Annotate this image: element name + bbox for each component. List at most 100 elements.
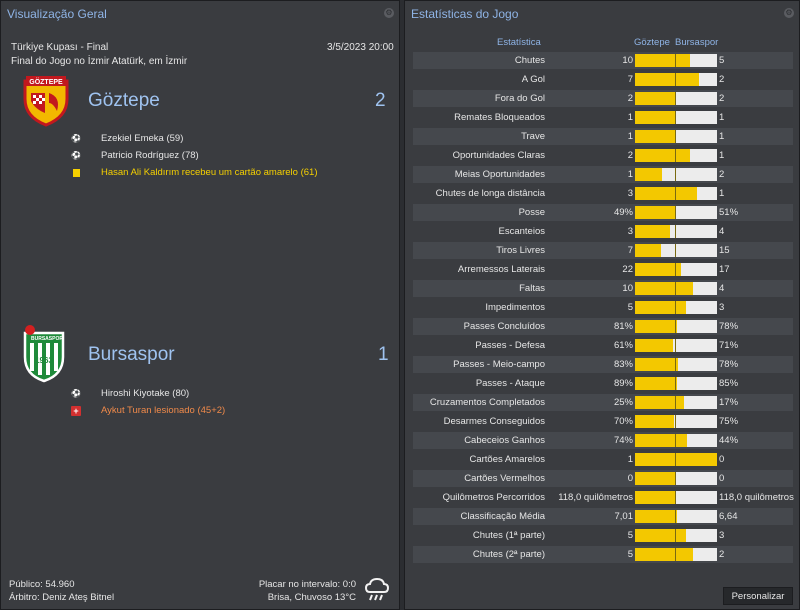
- home-team-name[interactable]: Göztepe: [88, 90, 160, 111]
- comparison-bar: [635, 339, 717, 352]
- away-stat-value: 5: [719, 55, 725, 66]
- home-share-fill: [635, 453, 717, 466]
- home-stat-value: 1: [627, 131, 633, 142]
- comparison-bar: [635, 548, 717, 561]
- event-text: Aykut Turan lesionado (45+2): [101, 405, 226, 416]
- comparison-bar: [635, 529, 717, 542]
- away-stat-value: 85%: [719, 378, 739, 389]
- stat-label: Classificação Média: [460, 511, 545, 522]
- away-column-header[interactable]: Bursaspor: [675, 37, 719, 48]
- stat-row: Cabeceios Ganhos 74% 44%: [413, 432, 793, 449]
- stat-label: Passes - Ataque: [475, 378, 545, 389]
- comparison-bar: [635, 282, 717, 295]
- stat-label: Meias Oportunidades: [454, 169, 545, 180]
- midpoint-marker: [675, 225, 676, 238]
- away-stat-value: 78%: [719, 359, 739, 370]
- home-share-fill: [635, 225, 671, 238]
- stat-label: Cartões Amarelos: [469, 454, 545, 465]
- gear-icon[interactable]: ⚙: [384, 8, 394, 18]
- stat-label: Arremessos Laterais: [457, 264, 545, 275]
- home-stat-value: 74%: [613, 435, 633, 446]
- weather-label: Brisa, Chuvoso 13°C: [267, 592, 356, 603]
- stat-row: Passes - Ataque 89% 85%: [413, 375, 793, 392]
- stat-column-header[interactable]: Estatística: [497, 37, 541, 48]
- bursaspor-badge: BURSASPOR 1963: [21, 323, 67, 383]
- home-share-fill: [635, 244, 662, 257]
- home-team-score: 2: [375, 90, 386, 111]
- midpoint-marker: [675, 358, 676, 371]
- goztepe-badge-text: GÖZTEPE: [29, 77, 63, 86]
- home-stat-value: 83%: [613, 359, 633, 370]
- stat-label: A Gol: [521, 74, 545, 85]
- stat-row: Classificação Média 7,01 6,64: [413, 508, 793, 525]
- home-share-fill: [635, 149, 690, 162]
- home-share-fill: [635, 206, 676, 219]
- home-share-fill: [635, 358, 678, 371]
- goal-ball-icon: ⚽: [71, 151, 81, 160]
- away-team-name[interactable]: Bursaspor: [88, 344, 175, 365]
- stat-row: Chutes (2ª parte) 5 2: [413, 546, 793, 563]
- midpoint-marker: [675, 301, 676, 314]
- away-stat-value: 78%: [719, 321, 739, 332]
- goal-ball-icon: ⚽: [71, 389, 81, 398]
- home-share-fill: [635, 377, 677, 390]
- match-overview-panel: Visualização Geral ⚙ Türkiye Kupası - Fi…: [0, 0, 400, 610]
- stat-row: Cartões Amarelos 1 0: [413, 451, 793, 468]
- stat-row: Remates Bloqueados 1 1: [413, 109, 793, 126]
- comparison-bar: [635, 149, 717, 162]
- stat-row: Tiros Livres 7 15: [413, 242, 793, 259]
- home-stat-value: 89%: [613, 378, 633, 389]
- yellow-card-icon: [73, 169, 80, 177]
- midpoint-marker: [675, 92, 676, 105]
- home-share-fill: [635, 187, 697, 200]
- home-stat-value: 2: [627, 150, 633, 161]
- home-share-fill: [635, 301, 686, 314]
- stat-label: Chutes (2ª parte): [472, 549, 545, 560]
- home-share-fill: [635, 529, 686, 542]
- midpoint-marker: [675, 54, 676, 67]
- venue-label: Final do Jogo no İzmir Atatürk, em İzmir: [11, 56, 188, 67]
- home-stat-value: 2: [627, 93, 633, 104]
- stat-row: Chutes 10 5: [413, 52, 793, 69]
- home-stat-value: 7: [627, 245, 633, 256]
- midpoint-marker: [675, 206, 676, 219]
- match-stats-panel: Estatísticas do Jogo ⚙ Estatística Gözte…: [404, 0, 800, 610]
- home-share-fill: [635, 73, 699, 86]
- home-stat-value: 10: [622, 55, 633, 66]
- stat-row: Meias Oportunidades 1 2: [413, 166, 793, 183]
- home-share-fill: [635, 54, 690, 67]
- midpoint-marker: [675, 73, 676, 86]
- goztepe-badge: GÖZTEPE: [21, 73, 71, 127]
- stat-label: Passes - Meio-campo: [453, 359, 545, 370]
- stat-row: Arremessos Laterais 22 17: [413, 261, 793, 278]
- comparison-bar: [635, 320, 717, 333]
- customize-button[interactable]: Personalizar: [723, 587, 793, 605]
- home-stat-value: 1: [627, 169, 633, 180]
- home-stat-value: 81%: [613, 321, 633, 332]
- home-stat-value: 3: [627, 188, 633, 199]
- event-text: Ezekiel Emeka (59): [101, 133, 184, 144]
- away-stat-value: 3: [719, 302, 725, 313]
- stat-label: Chutes (1ª parte): [472, 530, 545, 541]
- comparison-bar: [635, 244, 717, 257]
- stat-row: Impedimentos 5 3: [413, 299, 793, 316]
- gear-icon[interactable]: ⚙: [784, 8, 794, 18]
- attendance-label: Público: 54.960: [9, 579, 75, 590]
- stat-row: A Gol 7 2: [413, 71, 793, 88]
- halftime-score-label: Placar no intervalo: 0:0: [258, 579, 356, 590]
- stat-label: Oportunidades Claras: [452, 150, 545, 161]
- comparison-bar: [635, 510, 717, 523]
- stat-label: Trave: [521, 131, 545, 142]
- stat-label: Desarmes Conseguidos: [443, 416, 545, 427]
- stat-label: Chutes: [514, 55, 545, 66]
- away-stat-value: 1: [719, 131, 725, 142]
- away-stat-value: 0: [719, 454, 725, 465]
- home-stat-value: 118,0 quilômetros: [558, 492, 633, 503]
- stat-label: Remates Bloqueados: [454, 112, 545, 123]
- event-text: Hasan Ali Kaldırım recebeu um cartão ama…: [101, 167, 318, 178]
- home-column-header[interactable]: Göztepe: [634, 37, 670, 48]
- midpoint-marker: [675, 339, 676, 352]
- home-share-fill: [635, 415, 675, 428]
- stat-label: Chutes de longa distância: [435, 188, 545, 199]
- home-stat-value: 25%: [613, 397, 633, 408]
